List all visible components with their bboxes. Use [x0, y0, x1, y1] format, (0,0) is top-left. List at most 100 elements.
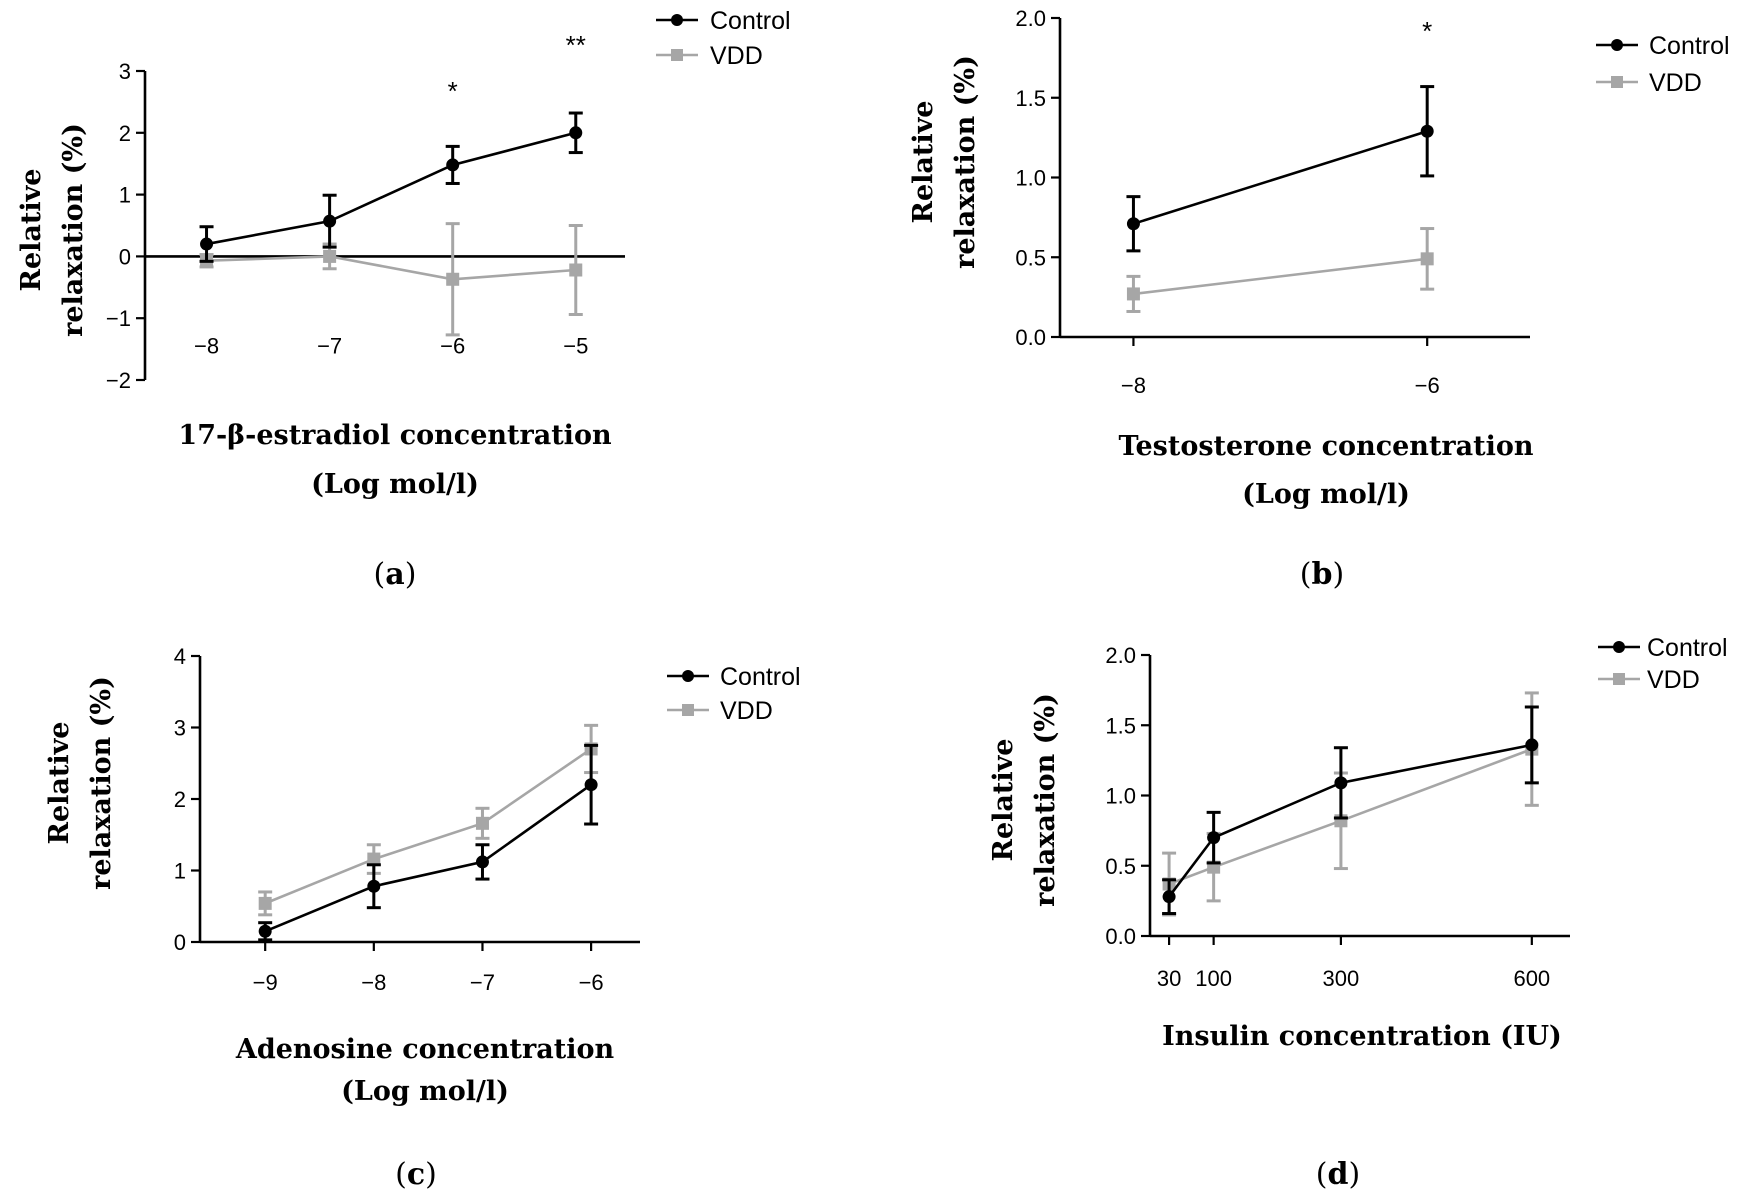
x-tick-label: 300	[1323, 966, 1360, 991]
x-tick-label: −5	[563, 333, 588, 358]
x-axis-title-c: Adenosine concentration (Log mol/l)	[235, 1034, 615, 1107]
panel-a: Control VDD Relative relaxation (%) 17-β…	[16, 7, 791, 592]
y-tick-label: 2	[119, 121, 131, 146]
legend-control-marker	[1613, 641, 1625, 653]
control-point	[323, 214, 337, 228]
control-point	[200, 237, 214, 251]
control-series-line	[206, 131, 577, 246]
vdd-series-line	[206, 255, 576, 281]
legend-vdd-label: VDD	[720, 697, 773, 725]
control-point	[1334, 776, 1348, 790]
y-tick-label: 1.0	[1105, 784, 1136, 809]
x-tick-label: −6	[579, 970, 604, 995]
control-point	[258, 924, 272, 938]
control-point	[584, 778, 598, 792]
y-tick-label: 2.0	[1105, 643, 1136, 668]
y-axis-title-line1: Relative	[908, 101, 939, 224]
significance-marker: *	[448, 76, 458, 106]
plot-area-c: 0 1 2 3 4 −9 −8 −7 −6	[174, 644, 640, 995]
vdd-point	[569, 263, 583, 277]
y-tick-label: 0.5	[1105, 854, 1136, 879]
x-tick-label: 100	[1195, 966, 1232, 991]
legend-vdd-marker	[671, 49, 683, 61]
vdd-point	[446, 272, 460, 286]
x-axis-title-b: Testosterone concentration (Log mol/l)	[1118, 431, 1533, 510]
y-axis-title-line2: relaxation (%)	[58, 123, 89, 337]
significance-marker: *	[1422, 16, 1432, 46]
x-tick-label: −8	[361, 970, 386, 995]
control-point	[446, 158, 460, 172]
x-tick-label: −9	[253, 970, 278, 995]
control-point	[1162, 890, 1176, 904]
control-point	[1420, 124, 1434, 138]
y-axis-title-line1: Relative	[16, 169, 47, 292]
significance-marker: **	[566, 30, 586, 60]
x-tick-label: −8	[1121, 373, 1146, 398]
x-axis-title-line1: 17-β-estradiol concentration	[178, 420, 612, 451]
legend-control-marker	[671, 14, 683, 26]
control-point	[1126, 217, 1140, 231]
x-tick-label: −6	[440, 333, 465, 358]
vdd-point	[323, 249, 337, 263]
vdd-series-line	[1133, 257, 1428, 296]
legend-vdd-label: VDD	[1647, 666, 1700, 694]
legend-control-label: Control	[1649, 32, 1730, 60]
control-series-line	[1168, 743, 1533, 898]
y-tick-label: 0	[174, 930, 186, 955]
y-tick-label: 3	[119, 59, 131, 84]
x-tick-label: −7	[317, 333, 342, 358]
vdd-point	[367, 852, 381, 866]
y-tick-label: 4	[174, 644, 186, 669]
y-tick-label: 2	[174, 787, 186, 812]
legend-d: Control VDD	[1598, 634, 1728, 694]
y-axis-title-a: Relative relaxation (%)	[16, 123, 89, 337]
y-tick-label: 3	[174, 716, 186, 741]
legend-control-marker	[682, 670, 694, 682]
panel-label-d: (d)	[1316, 1157, 1360, 1192]
x-axis-title-line1: Insulin concentration (IU)	[1162, 1021, 1562, 1052]
panel-c: Control VDD Relative relaxation (%) Aden…	[44, 644, 801, 1192]
y-tick-label: 1.0	[1015, 166, 1046, 191]
control-series-line	[1133, 130, 1428, 225]
x-axis-title-line1: Testosterone concentration	[1118, 431, 1533, 462]
control-point	[1207, 831, 1221, 845]
y-tick-label: 1	[119, 183, 131, 208]
legend-vdd-marker	[682, 704, 694, 716]
y-axis-title-c: Relative relaxation (%)	[44, 676, 117, 890]
legend-vdd-marker	[1613, 673, 1625, 685]
y-tick-label: 2.0	[1015, 6, 1046, 31]
x-tick-label: −7	[470, 970, 495, 995]
control-point	[1525, 738, 1539, 752]
y-axis-title-line2: relaxation (%)	[1030, 693, 1061, 907]
y-axis-title-b: Relative relaxation (%)	[908, 55, 981, 269]
x-tick-label: 30	[1157, 966, 1181, 991]
x-tick-label: −8	[194, 333, 219, 358]
y-tick-label: 0	[119, 244, 131, 269]
x-tick-label: −6	[1415, 373, 1440, 398]
y-axis-title-line2: relaxation (%)	[86, 676, 117, 890]
legend-c: Control VDD	[667, 663, 801, 725]
panel-label-b: (b)	[1300, 557, 1344, 592]
y-tick-label: 1.5	[1015, 86, 1046, 111]
y-tick-label: −2	[106, 368, 131, 393]
control-point	[569, 126, 583, 140]
legend-vdd-label: VDD	[1649, 69, 1702, 97]
legend-vdd-label: VDD	[710, 42, 763, 70]
vdd-point	[1126, 287, 1140, 301]
legend-control-marker	[1611, 39, 1623, 51]
y-tick-label: 1.5	[1105, 713, 1136, 738]
x-tick-label: 600	[1513, 966, 1550, 991]
control-point	[367, 879, 381, 893]
plot-area-d: 0.0 0.5 1.0 1.5 2.0 30 100 300 600	[1105, 643, 1570, 991]
x-axis-title-line1: Adenosine concentration	[235, 1034, 615, 1065]
panel-d: Control VDD Relative relaxation (%) Insu…	[988, 634, 1728, 1192]
x-axis-title-line2: (Log mol/l)	[1242, 479, 1410, 510]
plot-area-b: 0.0 0.5 1.0 1.5 2.0 −8 −6 *	[1015, 6, 1530, 398]
y-axis-title-line2: relaxation (%)	[950, 55, 981, 269]
y-tick-label: 0.0	[1015, 325, 1046, 350]
y-tick-label: 1	[174, 859, 186, 884]
vdd-point	[1420, 252, 1434, 266]
vdd-point	[475, 816, 489, 830]
